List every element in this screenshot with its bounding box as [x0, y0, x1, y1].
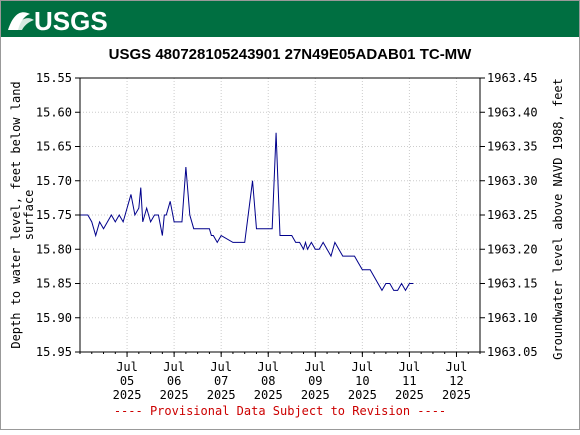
- left-tick-label: 15.60: [36, 105, 72, 119]
- usgs-logo-text: USGS: [34, 6, 108, 36]
- water-level-series-line: [80, 132, 414, 292]
- x-tick-day: 12: [449, 374, 463, 388]
- left-tick-label: 15.95: [36, 345, 72, 359]
- left-tick-label: 15.90: [36, 311, 72, 325]
- x-tick-month: Jul: [257, 360, 279, 374]
- chart-title: USGS 480728105243901 27N49E05ADAB01 TC-M…: [109, 46, 473, 63]
- left-tick-label: 15.80: [36, 242, 72, 256]
- right-tick-label: 1963.25: [487, 208, 538, 222]
- x-tick-day: 08: [261, 374, 275, 388]
- x-tick-month: Jul: [352, 360, 374, 374]
- x-tick-day: 11: [402, 374, 416, 388]
- right-tick-label: 1963.20: [487, 242, 538, 256]
- grid-lines: [80, 78, 480, 352]
- x-tick-month: Jul: [116, 360, 138, 374]
- left-axis-label-line2: surface: [22, 190, 36, 241]
- x-tick-day: 09: [308, 374, 322, 388]
- provisional-data-note: ---- Provisional Data Subject to Revisio…: [114, 404, 446, 418]
- x-tick-day: 06: [167, 374, 181, 388]
- usgs-wave-icon: [14, 18, 34, 30]
- x-tick-month: Jul: [163, 360, 185, 374]
- x-tick-month: Jul: [446, 360, 468, 374]
- right-tick-label: 1963.15: [487, 277, 538, 291]
- right-axis-label: Groundwater level above NAVD 1988, feet: [551, 78, 565, 360]
- x-tick-year: 2025: [160, 388, 189, 402]
- x-tick-month: Jul: [304, 360, 326, 374]
- series-layer: [80, 132, 414, 292]
- x-tick-day: 10: [355, 374, 369, 388]
- x-tick-day: 07: [214, 374, 228, 388]
- left-axis: 15.55 15.60 15.65 15.70 15.75 15.80 15.85 15.90…: [36, 71, 80, 359]
- x-axis: Jul052025Jul062025Jul072025Jul082025Jul0…: [79, 352, 481, 402]
- x-tick-month: Jul: [210, 360, 232, 374]
- x-tick-year: 2025: [113, 388, 142, 402]
- right-tick-label: 1963.30: [487, 174, 538, 188]
- right-tick-label: 1963.40: [487, 105, 538, 119]
- usgs-wave-icon: [8, 12, 30, 30]
- left-tick-label: 15.55: [36, 71, 72, 85]
- x-tick-year: 2025: [207, 388, 236, 402]
- x-tick-year: 2025: [254, 388, 283, 402]
- left-tick-label: 15.70: [36, 174, 72, 188]
- usgs-logo: USGS: [8, 6, 108, 36]
- usgs-header-band: [0, 0, 580, 37]
- right-tick-label: 1963.05: [487, 345, 538, 359]
- x-tick-year: 2025: [442, 388, 471, 402]
- right-axis: 1963.45 1963.40 1963.35 1963.30 1963.25 1963.…: [480, 71, 538, 359]
- right-tick-label: 1963.45: [487, 71, 538, 85]
- right-tick-label: 1963.10: [487, 311, 538, 325]
- x-tick-year: 2025: [301, 388, 330, 402]
- x-tick-year: 2025: [395, 388, 424, 402]
- left-axis-label-line1: Depth to water level, feet below land: [9, 81, 23, 348]
- right-tick-label: 1963.35: [487, 140, 538, 154]
- left-tick-label: 15.75: [36, 208, 72, 222]
- left-tick-label: 15.65: [36, 140, 72, 154]
- x-tick-day: 05: [120, 374, 134, 388]
- x-tick-year: 2025: [348, 388, 377, 402]
- left-tick-label: 15.85: [36, 277, 72, 291]
- x-tick-month: Jul: [399, 360, 421, 374]
